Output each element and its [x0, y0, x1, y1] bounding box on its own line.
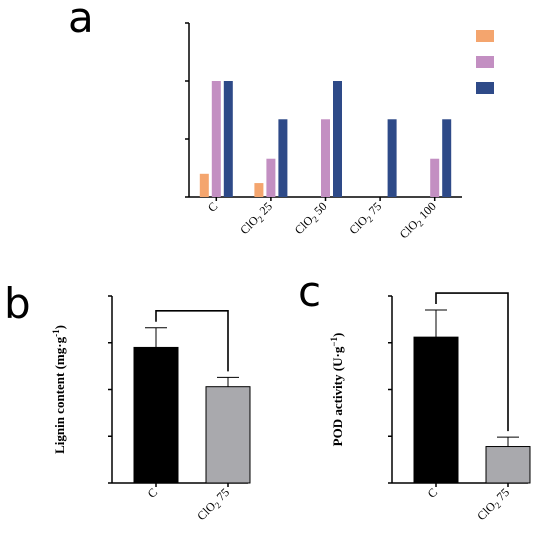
significance-bracket [155, 309, 229, 372]
bar-a-1-0 [211, 81, 221, 197]
bar-a-1-1 [266, 158, 276, 197]
y-axis-label-main: POD activity (U·g [330, 346, 345, 446]
significance-bracket [435, 292, 509, 432]
legend-swatch-a-0 [476, 30, 494, 42]
y-axis-label-superscript: -1 [51, 329, 61, 337]
chart-c-pod-activity: C ClO2 75 POD activity (U·g−1) [329, 292, 531, 524]
legend-swatch-a-1 [476, 56, 494, 68]
panel-letter-c: c [298, 267, 321, 316]
x-tick-label-a: ClO2 100 [397, 199, 440, 242]
x-tick-label-a: ClO2 50 [292, 199, 331, 238]
chart-a-browning-rate: C ClO2 25 ClO2 50 ClO2 75 ClO2 100 [185, 22, 494, 242]
legend-swatch-a-2 [476, 82, 494, 94]
bar-0 [413, 336, 459, 484]
bar-a-1-4 [430, 158, 440, 197]
bar-a-2-1 [278, 119, 288, 197]
bar-a-0-0 [199, 173, 209, 197]
y-axis-label-close: ) [52, 325, 67, 329]
y-axis-label: Lignin content (mg·g-1) [51, 325, 67, 454]
panel-letter-b: b [4, 279, 31, 328]
bar-a-2-4 [442, 119, 452, 197]
y-axis-label-superscript: −1 [329, 337, 339, 347]
x-tick-label-1: ClO2 75 [474, 485, 513, 524]
bar-1 [205, 386, 251, 484]
bar-a-2-3 [387, 119, 397, 197]
bar-a-1-2 [321, 119, 330, 197]
y-axis-label-main: Lignin content (mg·g [52, 336, 67, 454]
y-axis-label-close: ) [330, 333, 345, 337]
bar-0 [133, 346, 179, 484]
panel-letter-a: a [68, 0, 94, 42]
bar-a-2-0 [223, 81, 233, 197]
x-tick-label-a: ClO2 25 [237, 199, 276, 238]
chart-b-lignin-content: C ClO2 75 Lignin content (mg·g-1) [51, 295, 251, 524]
x-tick-label-1: ClO2 75 [194, 485, 233, 524]
x-tick-label-a: C [205, 199, 221, 215]
x-tick-label-0: C [425, 485, 441, 501]
bar-a-0-1 [254, 183, 264, 197]
bar-a-2-2 [333, 81, 342, 197]
bar-1 [485, 446, 531, 484]
x-tick-label-0: C [145, 485, 161, 501]
x-tick-label-a: ClO2 75 [346, 199, 385, 238]
y-axis-label: POD activity (U·g−1) [329, 333, 345, 447]
